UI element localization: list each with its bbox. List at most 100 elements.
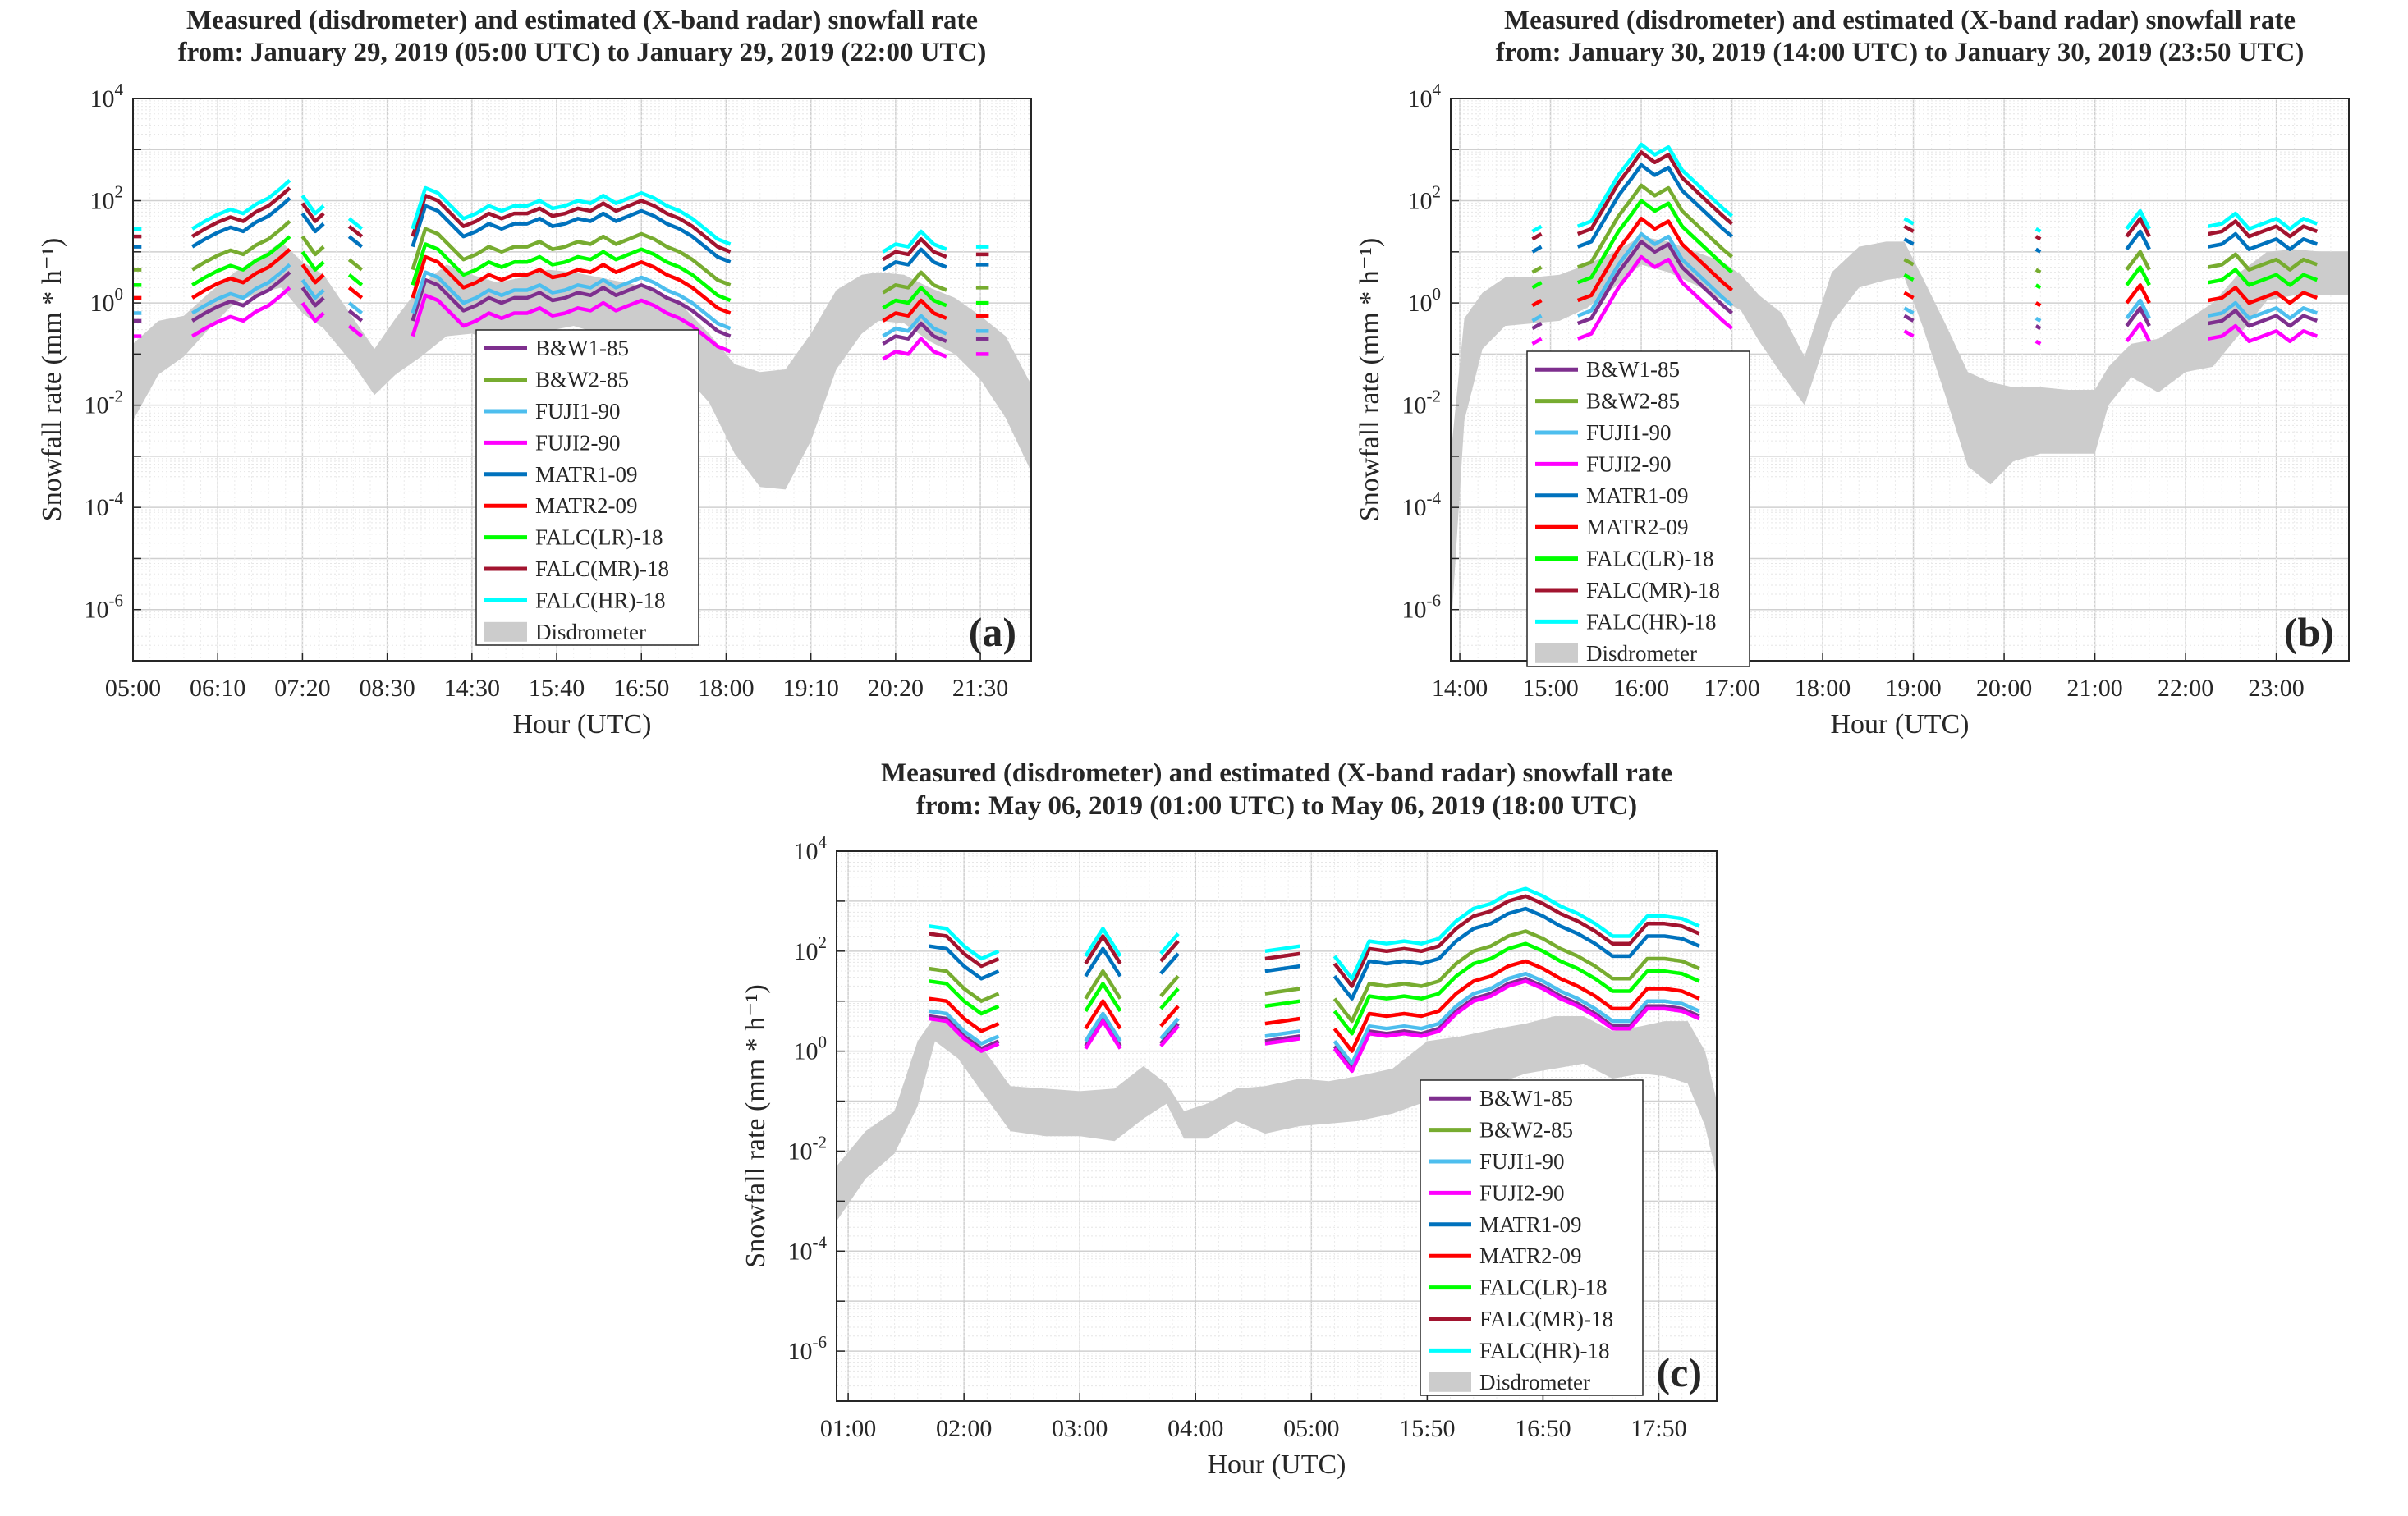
series-b-and-w2-85-segment-2 (300, 235, 325, 257)
series-fuji2-90-segment-4 (1332, 979, 1700, 1074)
series-falc-lr-18-segment-4 (2125, 265, 2151, 286)
y-tick-label: 10-2 (85, 387, 124, 419)
series-matr2-09-segment-4 (411, 254, 732, 315)
series-b-and-w1-85-segment-1 (191, 271, 291, 323)
series-falc-lr-18-segment-1 (1576, 199, 1734, 285)
x-tick-label: 21:00 (2066, 675, 2122, 702)
series-matr1-09-segment-3 (2034, 247, 2042, 254)
series-matr1-09-segment-4 (2125, 229, 2151, 251)
series-b-and-w2-85-segment-0 (929, 966, 1000, 1003)
series-falc-hr-18-segment-0 (929, 924, 1000, 961)
panel-c: Measured (disdrometer) and estimated (X-… (741, 758, 1718, 1480)
series-matr2-09-segment-1 (191, 248, 291, 300)
series-b-and-w2-85-segment-2 (1903, 258, 1915, 267)
x-tick-label: 23:00 (2248, 675, 2304, 702)
series-b-and-w1-85-segment-0 (1531, 322, 1543, 331)
legend-entry: FUJI1-90 (535, 399, 621, 424)
series-falc-mr-18-segment-1 (191, 186, 291, 239)
series-falc-hr-18-segment-1 (191, 178, 291, 231)
x-axis: 14:00 15:00 16:00 17:00 18:00 19:00 20:00 21:00… (1432, 653, 2305, 702)
y-tick-label: 104 (794, 832, 828, 865)
legend-entry: B&W1-85 (1586, 357, 1680, 382)
y-tick-label: 10-4 (788, 1232, 828, 1265)
x-tick-label: 08:30 (359, 675, 415, 702)
series-fuji1-90-segment-1 (1576, 231, 1734, 318)
panel-b: Measured (disdrometer) and estimated (X-… (1355, 6, 2350, 740)
series-matr2-09-segment-3 (1264, 1016, 1300, 1026)
y-axis-label: Snowfall rate (mm * h⁻¹) (37, 238, 67, 521)
series-fuji1-90-segment-2 (300, 278, 325, 300)
series-falc-mr-18-segment-2 (300, 202, 325, 223)
series-fuji1-90-segment-1 (191, 263, 291, 315)
series-matr2-09-segment-5 (2208, 286, 2319, 305)
chart-title-line: from: May 06, 2019 (01:00 UTC) to May 06… (916, 791, 1637, 821)
series-fuji2-90-segment-5 (882, 337, 947, 361)
series-b-and-w2-85-segment-1 (191, 219, 291, 272)
series-b-and-w2-85-segment-1 (1576, 183, 1734, 269)
x-tick-label: 20:20 (868, 675, 924, 702)
y-tick-label: 10-6 (788, 1332, 828, 1365)
y-tick-label: 10-4 (85, 488, 124, 521)
legend-entry: B&W2-85 (535, 368, 629, 392)
series-matr2-09-segment-1 (1084, 999, 1122, 1030)
x-tick-label: 01:00 (820, 1415, 876, 1442)
legend-entry: B&W1-85 (535, 336, 629, 360)
legend-entry: FALC(LR)-18 (1586, 547, 1714, 571)
series-falc-hr-18-segment-1 (1576, 142, 1734, 228)
legend-entry: MATR2-09 (1479, 1243, 1582, 1268)
chart-title-line: Measured (disdrometer) and estimated (X-… (881, 758, 1672, 788)
series-falc-mr-18-segment-0 (929, 932, 1000, 969)
series-falc-mr-18-segment-3 (1264, 951, 1300, 961)
y-tick-label: 100 (794, 1033, 828, 1065)
x-tick-label: 03:00 (1052, 1415, 1108, 1442)
series-falc-lr-18-segment-2 (1903, 273, 1915, 282)
series-falc-hr-18-segment-1 (1084, 927, 1122, 958)
y-axis-label: Snowfall rate (mm * h⁻¹) (1355, 238, 1385, 521)
chart-title-line: Measured (disdrometer) and estimated (X-… (186, 6, 978, 35)
series-falc-lr-18-segment-5 (882, 286, 947, 310)
series-fuji2-90-segment-4 (2125, 321, 2151, 343)
series-b-and-w1-85-segment-3 (2034, 324, 2042, 331)
disdrometer-band (1451, 236, 2349, 635)
legend-entry: Disdrometer (1586, 641, 1697, 666)
series-matr2-09-segment-3 (347, 286, 364, 300)
series-falc-lr-18-segment-3 (1264, 999, 1300, 1009)
series-falc-hr-18-segment-4 (411, 185, 732, 246)
series-fuji1-90-segment-2 (1903, 306, 1915, 315)
x-tick-label: 18:00 (1795, 675, 1851, 702)
series-matr2-09-segment-2 (300, 263, 325, 285)
series-falc-mr-18-segment-4 (2125, 217, 2151, 238)
series-matr2-09-segment-5 (882, 298, 947, 323)
series-b-and-w2-85-segment-3 (2034, 268, 2042, 274)
y-axis: 10-6 10-4 10-2 100 102 104 (788, 832, 845, 1402)
x-tick-label: 05:00 (1283, 1415, 1339, 1442)
series-matr1-09-segment-4 (1332, 906, 1700, 1001)
series-falc-lr-18-segment-2 (300, 250, 325, 272)
series-matr2-09-segment-1 (1576, 217, 1734, 303)
y-tick-label: 102 (1408, 182, 1442, 215)
x-tick-label: 17:00 (1704, 675, 1759, 702)
series-falc-mr-18-segment-2 (1903, 224, 1915, 233)
series-fuji1-90-segment-3 (347, 301, 364, 315)
x-tick-label: 16:00 (1613, 675, 1669, 702)
series-b-and-w1-85-segment-1 (1576, 240, 1734, 326)
axes-frame (132, 98, 1032, 662)
legend: B&W1-85 B&W2-85 FUJI1-90 FUJI2-90 MATR1-09 MA… (1420, 1079, 1644, 1396)
series-falc-lr-18-segment-2 (1159, 987, 1180, 1010)
series-fuji2-90-segment-3 (1264, 1037, 1300, 1046)
series-b-and-w2-85-segment-0 (1531, 265, 1543, 274)
legend-entry: FALC(HR)-18 (535, 588, 666, 612)
legend-entry: MATR2-09 (535, 493, 638, 518)
x-tick-label: 14:00 (1432, 675, 1488, 702)
legend: B&W1-85 B&W2-85 FUJI1-90 FUJI2-90 MATR1-09 MA… (1526, 350, 1750, 667)
series-b-and-w1-85-segment-4 (411, 277, 732, 338)
x-axis-label: Hour (UTC) (512, 709, 651, 740)
series-falc-hr-18-segment-2 (1159, 932, 1180, 955)
series-falc-mr-18-segment-3 (2034, 235, 2042, 241)
y-axis: 10-6 10-4 10-2 100 102 104 (1402, 80, 1459, 662)
series-fuji2-90-segment-2 (1903, 329, 1915, 338)
legend-entry: MATR1-09 (535, 462, 638, 487)
series-falc-lr-18-segment-1 (191, 235, 291, 287)
chart-title-line: Measured (disdrometer) and estimated (X-… (1504, 6, 2296, 35)
legend-swatch-disdrometer (484, 621, 527, 642)
